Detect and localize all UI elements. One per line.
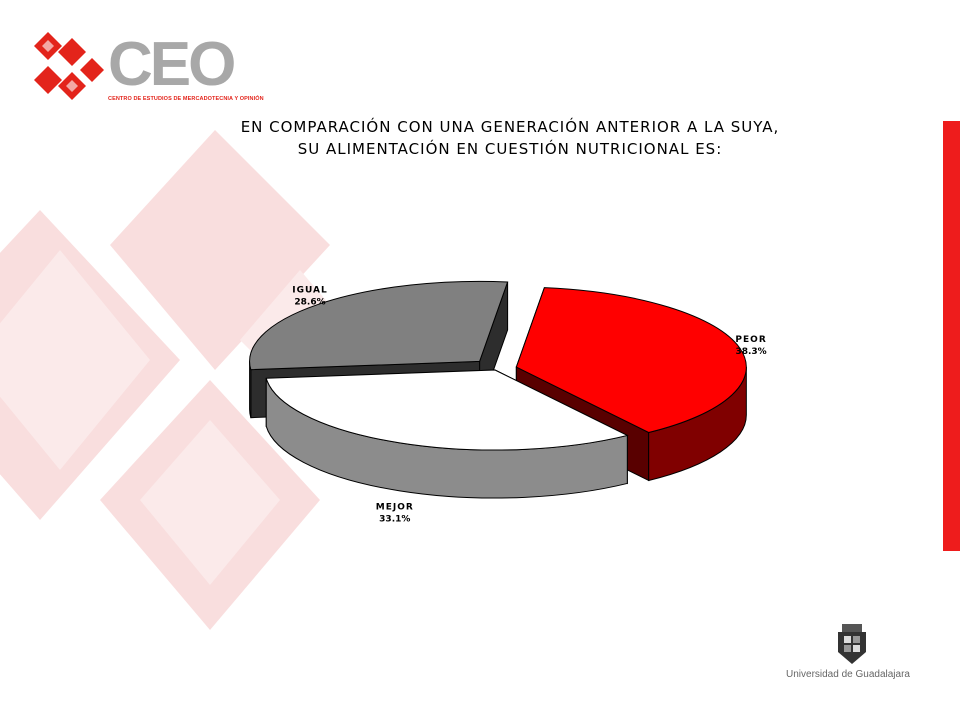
pie-slice-mejor [265,369,629,451]
pie-slice-igual [249,280,509,371]
pie-label-mejor: MEJOR [376,503,414,513]
logo-wordmark: CEO [108,30,236,99]
university-name: Universidad de Guadalajara [786,669,910,680]
university-footer: Universidad de Guadalajara [776,622,926,688]
ceo-diamond-icon [34,32,104,100]
chart-title-line-2: SU ALIMENTACIÓN EN CUESTIÓN NUTRICIONAL … [297,140,723,158]
pie-label-peor: PEOR [735,335,766,345]
pie-label-igual: IGUAL [292,285,327,295]
pie-value-peor: 38.3% [735,347,766,357]
pie-slice-peor [515,287,747,434]
chart-title: EN COMPARACIÓN CON UNA GENERACIÓN ANTERI… [180,116,840,160]
pie-value-igual: 28.6% [294,297,325,307]
accent-bar [943,121,960,551]
pie-value-mejor: 33.1% [379,515,410,525]
chart-title-line-1: EN COMPARACIÓN CON UNA GENERACIÓN ANTERI… [240,118,780,136]
university-crest-icon [838,624,866,664]
logo-subtitle: CENTRO DE ESTUDIOS DE MERCADOTECNIA Y OP… [108,96,264,102]
ceo-logo: CEO CENTRO DE ESTUDIOS DE MERCADOTECNIA … [28,28,264,118]
